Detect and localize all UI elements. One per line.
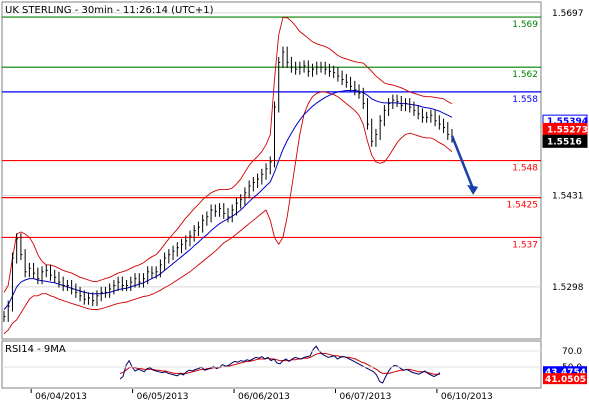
price-tick-label-1: 1.5431: [552, 192, 584, 202]
rsi-panel-frame: [1, 340, 542, 389]
level-label-5: 1.537: [512, 240, 538, 250]
price-bars: [3, 46, 454, 322]
price-badge-label-1: 1.55273: [547, 125, 588, 135]
rsi-badge-1: [543, 373, 587, 385]
rsi-line: [119, 345, 441, 384]
price-badge-label-2: 1.5516: [547, 137, 582, 147]
rsi-ma-line: [119, 352, 440, 375]
bollinger-bands: [3, 17, 453, 334]
rsi-label: RSI14 - 9MA: [5, 344, 66, 355]
rsi-lines: [119, 345, 441, 384]
arrow-shaft: [450, 135, 475, 190]
level-label-0: 1.569: [512, 20, 538, 30]
price-axis: 1.5697 1.5431 1.5298: [552, 9, 584, 293]
level-label-3: 1.548: [512, 164, 538, 174]
x-axis: 06/04/2013 06/05/2013 06/06/2013 06/07/2013…: [30, 389, 493, 402]
level-label-2: 1.558: [512, 95, 538, 105]
price-panel-frame: [1, 1, 542, 340]
price-badge-2: [542, 134, 588, 148]
level-label-4: 1.5425: [507, 201, 539, 211]
rsi-badge-0: [543, 366, 587, 378]
band-upper-line: [3, 17, 453, 293]
x-tick-label-0: 06/04/2013: [35, 392, 87, 402]
x-tick-label-1: 06/05/2013: [137, 392, 189, 402]
price-gridlines: [2, 12, 541, 288]
price-tick-label-0: 1.5697: [552, 9, 584, 19]
rsi-badge-label-1: 41.0505: [545, 375, 586, 385]
rsi-axis: 70.050.043.475441.0505: [2, 347, 587, 385]
chart-title: UK STERLING - 30min - 11:26:14 (UTC+1): [5, 5, 214, 16]
arrow-head: [467, 184, 479, 195]
forecast-arrow: [450, 135, 479, 195]
x-tick-label-2: 06/06/2013: [238, 392, 290, 402]
price-tick-label-2: 1.5298: [552, 283, 584, 293]
x-tick-label-3: 06/07/2013: [339, 392, 391, 402]
rsi-tick-label-0: 70.0: [562, 347, 582, 357]
level-lines: 1.569 1.562 1.558 1.548 1.5425 1.537: [2, 16, 541, 250]
x-tick-label-4: 06/10/2013: [441, 392, 493, 402]
band-lower-line: [3, 91, 453, 334]
price-badge-label-0: 1.55394: [547, 117, 588, 127]
level-label-1: 1.562: [512, 70, 538, 80]
